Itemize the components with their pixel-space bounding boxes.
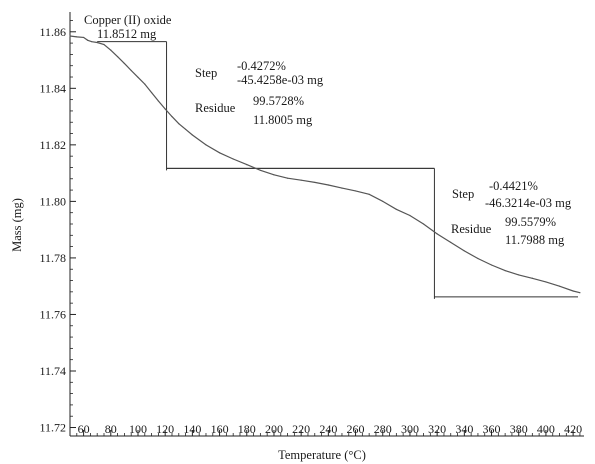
mass-data-point <box>518 274 520 276</box>
x-axis-title: Temperature (°C) <box>278 448 366 462</box>
mass-curve-line <box>69 35 581 294</box>
mass-data-point <box>164 108 166 110</box>
step1-step-mass: -45.4258e-03 mg <box>237 73 324 87</box>
mass-curve-points <box>69 35 581 294</box>
mass-data-point <box>436 233 438 235</box>
mass-data-point <box>232 158 234 160</box>
step2-step-label: Step <box>452 187 474 201</box>
mass-data-point <box>150 91 153 94</box>
y-axis-ticks: 11.72 11.74 11.76 11.78 11.80 11.82 11.84 11.86 <box>39 20 76 435</box>
mass-data-point <box>69 35 71 37</box>
step2-residue-label: Residue <box>451 222 492 236</box>
mass-data-point <box>572 290 574 292</box>
mass-data-point <box>273 174 275 176</box>
mass-data-point <box>477 257 479 260</box>
x-tick-label: 160 <box>211 422 229 436</box>
mass-data-point <box>354 190 357 192</box>
mass-data-point <box>246 164 248 166</box>
sample-mass-label: 11.8512 mg <box>97 27 157 41</box>
x-tick-label: 280 <box>374 422 392 436</box>
mass-data-point <box>91 41 93 43</box>
x-tick-label: 300 <box>401 422 419 436</box>
mass-data-point <box>490 264 493 266</box>
mass-data-point <box>82 36 85 39</box>
mass-data-point <box>558 285 561 287</box>
sample-name-label: Copper (II) oxide <box>84 13 172 27</box>
mass-data-point <box>579 292 581 294</box>
x-tick-label: 380 <box>510 422 528 436</box>
mass-data-point <box>184 128 187 130</box>
step-markers <box>97 41 578 299</box>
y-tick-label: 11.84 <box>39 81 66 95</box>
mass-data-point <box>110 49 112 51</box>
x-tick-label: 220 <box>292 422 310 436</box>
mass-data-point <box>409 214 411 217</box>
mass-data-point <box>157 100 159 102</box>
step2-step-mass: -46.3214e-03 mg <box>485 196 572 210</box>
x-tick-label: 200 <box>265 422 283 436</box>
mass-data-point <box>314 181 316 184</box>
mass-data-point <box>395 208 397 210</box>
mass-data-point <box>368 193 370 195</box>
step2-residue-mass: 11.7988 mg <box>505 233 565 247</box>
x-tick-label: 340 <box>455 422 473 436</box>
x-tick-label: 240 <box>319 422 337 436</box>
mass-data-point <box>341 187 343 189</box>
x-tick-label: 180 <box>238 422 256 436</box>
x-tick-label: 140 <box>183 422 201 436</box>
x-tick-label: 400 <box>537 422 555 436</box>
y-tick-label: 11.76 <box>39 307 66 321</box>
step1-step-percent: -0.4272% <box>237 59 286 73</box>
y-axis-title: Mass (mg) <box>10 198 24 252</box>
mass-data-point <box>218 152 221 154</box>
mass-data-point <box>137 76 139 78</box>
mass-data-point <box>87 39 89 41</box>
step1-step-label: Step <box>195 66 217 80</box>
y-tick-label: 11.80 <box>39 194 66 208</box>
x-tick-label: 260 <box>347 422 365 436</box>
x-tick-label: 360 <box>483 422 501 436</box>
step2-residue-percent: 99.5579% <box>505 215 556 229</box>
y-tick-label: 11.74 <box>39 364 66 378</box>
mass-data-point <box>286 177 289 179</box>
x-tick-label: 100 <box>129 422 147 436</box>
step1-residue-percent: 99.5728% <box>253 94 304 108</box>
mass-data-point <box>171 115 173 118</box>
mass-data-point <box>76 36 78 38</box>
mass-data-point <box>178 123 180 125</box>
mass-data-point <box>545 281 547 283</box>
x-tick-label: 420 <box>564 422 582 436</box>
mass-data-point <box>450 241 452 243</box>
mass-data-point <box>422 223 425 225</box>
mass-data-point <box>382 200 384 202</box>
step2-step-percent: -0.4421% <box>489 179 538 193</box>
mass-data-point <box>259 169 261 171</box>
y-tick-label: 11.86 <box>39 25 66 39</box>
mass-data-point <box>191 134 193 136</box>
mass-data-point <box>96 41 98 44</box>
mass-data-point <box>463 250 465 252</box>
mass-data-point <box>300 179 302 181</box>
x-tick-label: 120 <box>156 422 174 436</box>
y-tick-label: 11.82 <box>39 138 66 152</box>
mass-data-point <box>130 69 132 72</box>
y-tick-label: 11.78 <box>39 251 66 265</box>
mass-data-point <box>103 43 105 46</box>
x-axis-ticks: 60 80 100 120 140 160 180 200 220 240 260 280 300 320… <box>76 422 582 436</box>
mass-data-point <box>504 270 506 272</box>
y-tick-label: 11.72 <box>39 421 66 435</box>
x-tick-label: 60 <box>78 422 90 436</box>
mass-data-point <box>531 277 533 279</box>
mass-data-point <box>205 144 207 146</box>
mass-data-point <box>327 184 329 186</box>
x-tick-label: 80 <box>105 422 117 436</box>
mass-data-point <box>144 83 146 85</box>
mass-data-point <box>123 62 125 65</box>
mass-data-point <box>116 56 119 58</box>
step1-residue-mass: 11.8005 mg <box>253 113 313 127</box>
step1-residue-label: Residue <box>195 101 236 115</box>
x-tick-label: 320 <box>428 422 446 436</box>
